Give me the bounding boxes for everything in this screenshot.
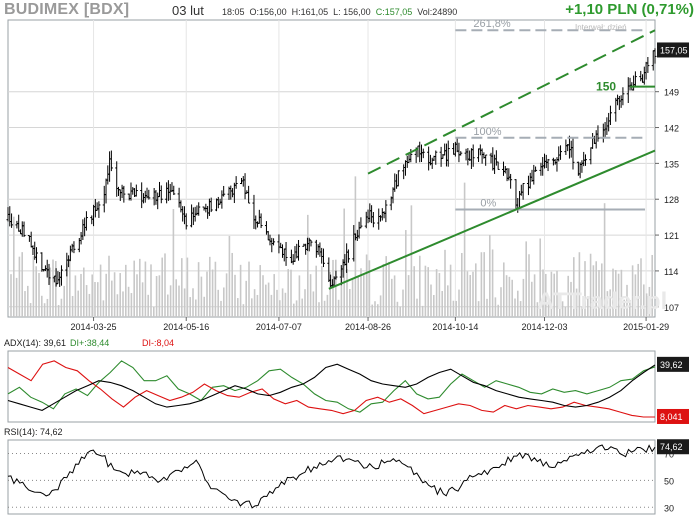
rsi-tick-label: 30 <box>664 503 674 513</box>
price-change: +1,10 PLN (0,71%) <box>565 1 694 18</box>
time-tick-label: 2014-12-03 <box>521 322 567 332</box>
last-price-label: 157,05 <box>660 45 688 55</box>
time-tick-label: 2014-05-16 <box>163 322 209 332</box>
panel-frame-1 <box>7 350 656 423</box>
interval-label: Interwał: dzień <box>575 23 627 32</box>
session-date: 03 lut <box>172 3 204 18</box>
trendline-resistance-dashed <box>367 29 656 175</box>
adx-line <box>7 360 656 413</box>
rsi-value-label: 74,62 <box>660 442 683 452</box>
price-tick-label: 114 <box>664 267 678 277</box>
price-tick-label: 121 <box>664 231 679 241</box>
adx-line <box>7 363 656 411</box>
panel-frame-2 <box>7 439 656 515</box>
quote-open: O:156,00 <box>249 7 287 17</box>
quote-time: 18:05 <box>222 7 245 17</box>
rsi-value-box <box>657 439 689 455</box>
time-tick-label: 2015-01-29 <box>623 322 669 332</box>
adx-line <box>7 360 655 418</box>
trendline-support <box>328 149 656 290</box>
time-tick-label: 2014-03-25 <box>71 322 117 332</box>
adx-label: ADX(14): 39,61 <box>4 338 66 348</box>
rsi-tick-label: 70 <box>664 449 674 459</box>
price-tick-label: 135 <box>664 159 679 169</box>
time-tick-label: 2014-07-07 <box>256 322 302 332</box>
rsi-label: RSI(14): 74,62 <box>4 427 63 437</box>
quote-high: H:161,05 <box>291 7 329 17</box>
quote-low: L: 156,00 <box>333 7 371 17</box>
price-tick-label: 128 <box>664 195 679 205</box>
di-minus-value-box <box>657 408 689 424</box>
price-tick-label: 107 <box>664 303 679 313</box>
rsi-line <box>7 444 656 509</box>
adx-series-label: DI+:38,44 <box>70 338 109 348</box>
ohlc-quote: 18:05 O:156,00 H:161,05 L: 156,00 C:157,… <box>222 7 457 27</box>
adx-series-label: DI-:8,04 <box>142 338 174 348</box>
time-tick-label: 2014-10-14 <box>432 322 478 332</box>
panel-frame-0 <box>7 19 656 318</box>
watermark: ATTrader.pl <box>537 288 667 315</box>
rsi-tick-label: 50 <box>664 476 674 486</box>
time-tick-label: 2014-08-26 <box>345 322 391 332</box>
price-tick-label: 142 <box>664 124 679 134</box>
fib-level-label: 100% <box>473 126 501 138</box>
adx-value-label: 39,62 <box>660 360 683 370</box>
quote-volume: Vol:24890 <box>417 7 458 17</box>
quote-close: C:157,05 <box>375 7 413 17</box>
fib-level-label: 261,8% <box>473 18 511 30</box>
fib-level-label: 0% <box>480 197 496 209</box>
adx-value-box <box>657 356 689 372</box>
di-minus-value-label: 8,041 <box>660 412 683 422</box>
last-price-box <box>657 42 689 58</box>
price-tick-label: 149 <box>664 88 679 98</box>
level-label-150: 150 <box>596 80 616 94</box>
ticker-title: BUDIMEX [BDX] <box>4 1 130 18</box>
